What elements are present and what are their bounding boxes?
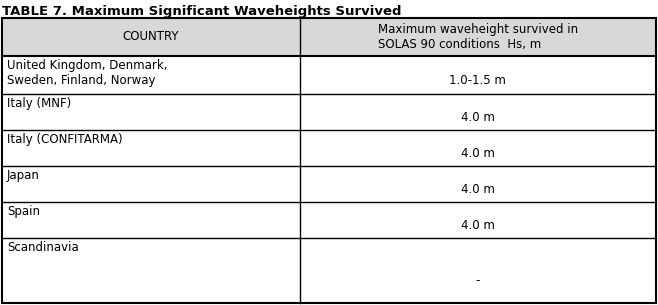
Text: -: - (476, 274, 480, 287)
Text: 1.0-1.5 m: 1.0-1.5 m (449, 74, 506, 87)
Bar (2, 94, 299, 130)
Bar (299, 18, 656, 56)
Bar (2, 18, 299, 56)
Text: 4.0 m: 4.0 m (461, 111, 495, 124)
Text: TABLE 7. Maximum Significant Waveheights Survived: TABLE 7. Maximum Significant Waveheights… (2, 5, 401, 19)
Text: Japan: Japan (7, 169, 40, 182)
Text: Maximum waveheight survived in
SOLAS 90 conditions  Hs, m: Maximum waveheight survived in SOLAS 90 … (378, 23, 578, 51)
Text: COUNTRY: COUNTRY (122, 30, 179, 44)
Bar (299, 202, 656, 238)
Text: Italy (MNF): Italy (MNF) (7, 97, 71, 110)
Bar (2, 130, 299, 166)
Bar (299, 56, 656, 94)
Text: 4.0 m: 4.0 m (461, 219, 495, 232)
Bar (2, 202, 299, 238)
Bar (299, 166, 656, 202)
Text: Italy (CONFITARMA): Italy (CONFITARMA) (7, 133, 122, 146)
Bar (2, 56, 299, 94)
Bar (2, 166, 299, 202)
Bar (299, 94, 656, 130)
Text: Spain: Spain (7, 205, 40, 218)
Bar (299, 130, 656, 166)
Text: 4.0 m: 4.0 m (461, 147, 495, 160)
Text: United Kingdom, Denmark,
Sweden, Finland, Norway: United Kingdom, Denmark, Sweden, Finland… (7, 59, 168, 87)
Bar (2, 238, 299, 303)
Text: 4.0 m: 4.0 m (461, 183, 495, 196)
Text: Scandinavia: Scandinavia (7, 241, 79, 254)
Bar (299, 238, 656, 303)
